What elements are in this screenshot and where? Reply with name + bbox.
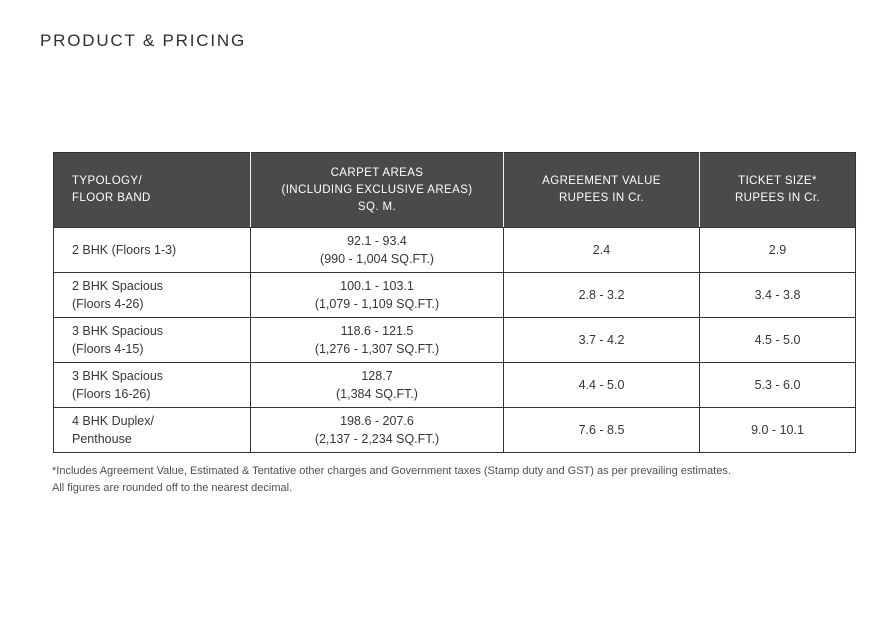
carpet-area-sqm: 92.1 - 93.4	[347, 234, 407, 248]
carpet-area-cell: 128.7 (1,384 SQ.FT.)	[250, 362, 504, 408]
ticket-size-cell: 3.4 - 3.8	[699, 272, 856, 318]
header-carpet-line: (INCLUDING EXCLUSIVE AREAS)	[281, 183, 473, 196]
ticket-size-cell: 4.5 - 5.0	[699, 317, 856, 363]
header-carpet-line: CARPET AREAS	[330, 166, 424, 179]
carpet-area-sqft: (1,276 - 1,307 SQ.FT.)	[314, 342, 440, 356]
carpet-area-sqm: 198.6 - 207.6	[340, 414, 414, 428]
agreement-value-cell: 2.4	[503, 227, 700, 273]
header-agreement-value: AGREEMENT VALUE RUPEES IN Cr.	[503, 152, 700, 228]
typology-line: (Floors 4-15)	[72, 342, 144, 356]
agreement-value-cell: 3.7 - 4.2	[503, 317, 700, 363]
carpet-area-sqft: (1,384 SQ.FT.)	[336, 387, 418, 401]
carpet-area-cell: 198.6 - 207.6 (2,137 - 2,234 SQ.FT.)	[250, 407, 504, 453]
page-title: PRODUCT & PRICING	[40, 31, 246, 50]
ticket-size-cell: 9.0 - 10.1	[699, 407, 856, 453]
pricing-table: TYPOLOGY/ FLOOR BAND CARPET AREAS (INCLU…	[53, 152, 856, 453]
header-ticket-size: TICKET SIZE* RUPEES IN Cr.	[699, 152, 856, 228]
carpet-area-sqft: (2,137 - 2,234 SQ.FT.)	[314, 432, 440, 446]
header-carpet-areas: CARPET AREAS (INCLUDING EXCLUSIVE AREAS)…	[250, 152, 504, 228]
typology-line: 2 BHK (Floors 1-3)	[72, 243, 177, 257]
typology-line: 2 BHK Spacious	[72, 279, 164, 293]
header-row: TYPOLOGY/ FLOOR BAND CARPET AREAS (INCLU…	[53, 152, 856, 228]
header-agreement-line: RUPEES IN Cr.	[558, 192, 645, 204]
table-row: 3 BHK Spacious (Floors 4-15) 118.6 - 121…	[53, 317, 856, 363]
table-row: 4 BHK Duplex/ Penthouse 198.6 - 207.6 (2…	[53, 407, 856, 453]
carpet-area-cell: 92.1 - 93.4 (990 - 1,004 SQ.FT.)	[250, 227, 504, 273]
typology-cell: 3 BHK Spacious (Floors 16-26)	[53, 362, 251, 408]
typology-line: 3 BHK Spacious	[72, 369, 164, 383]
ticket-size-cell: 5.3 - 6.0	[699, 362, 856, 408]
agreement-value-cell: 2.8 - 3.2	[503, 272, 700, 318]
carpet-area-sqm: 118.6 - 121.5	[340, 324, 414, 338]
header-typology: TYPOLOGY/ FLOOR BAND	[53, 152, 251, 228]
typology-cell: 2 BHK Spacious (Floors 4-26)	[53, 272, 251, 318]
header-typology-line: TYPOLOGY/	[72, 175, 143, 187]
typology-cell: 3 BHK Spacious (Floors 4-15)	[53, 317, 251, 363]
carpet-area-sqm: 128.7	[361, 369, 393, 383]
carpet-area-cell: 118.6 - 121.5 (1,276 - 1,307 SQ.FT.)	[250, 317, 504, 363]
ticket-size-cell: 2.9	[699, 227, 856, 273]
typology-line: 3 BHK Spacious	[72, 324, 164, 338]
carpet-area-sqft: (1,079 - 1,109 SQ.FT.)	[314, 297, 440, 311]
typology-line: (Floors 16-26)	[72, 387, 151, 401]
header-carpet-line: SQ. M.	[357, 200, 397, 213]
header-typology-line: FLOOR BAND	[72, 192, 151, 204]
carpet-area-sqm: 100.1 - 103.1	[340, 279, 414, 293]
typology-line: (Floors 4-26)	[72, 297, 144, 311]
typology-cell: 2 BHK (Floors 1-3)	[53, 227, 251, 273]
header-ticket-line: RUPEES IN Cr.	[734, 192, 821, 204]
typology-line: 4 BHK Duplex/	[72, 414, 154, 428]
table-row: 2 BHK (Floors 1-3) 92.1 - 93.4 (990 - 1,…	[53, 227, 856, 273]
footnote: *Includes Agreement Value, Estimated & T…	[52, 463, 731, 497]
table-row: 2 BHK Spacious (Floors 4-26) 100.1 - 103…	[53, 272, 856, 318]
typology-cell: 4 BHK Duplex/ Penthouse	[53, 407, 251, 453]
carpet-area-sqft: (990 - 1,004 SQ.FT.)	[320, 252, 434, 266]
table-row: 3 BHK Spacious (Floors 16-26) 128.7 (1,3…	[53, 362, 856, 408]
footnote-line-2: All figures are rounded off to the neare…	[52, 482, 293, 494]
header-agreement-line: AGREEMENT VALUE	[542, 175, 661, 187]
agreement-value-cell: 4.4 - 5.0	[503, 362, 700, 408]
typology-line: Penthouse	[72, 432, 132, 446]
footnote-line-1: *Includes Agreement Value, Estimated & T…	[52, 465, 731, 477]
agreement-value-cell: 7.6 - 8.5	[503, 407, 700, 453]
header-ticket-line: TICKET SIZE*	[738, 175, 817, 187]
carpet-area-cell: 100.1 - 103.1 (1,079 - 1,109 SQ.FT.)	[250, 272, 504, 318]
